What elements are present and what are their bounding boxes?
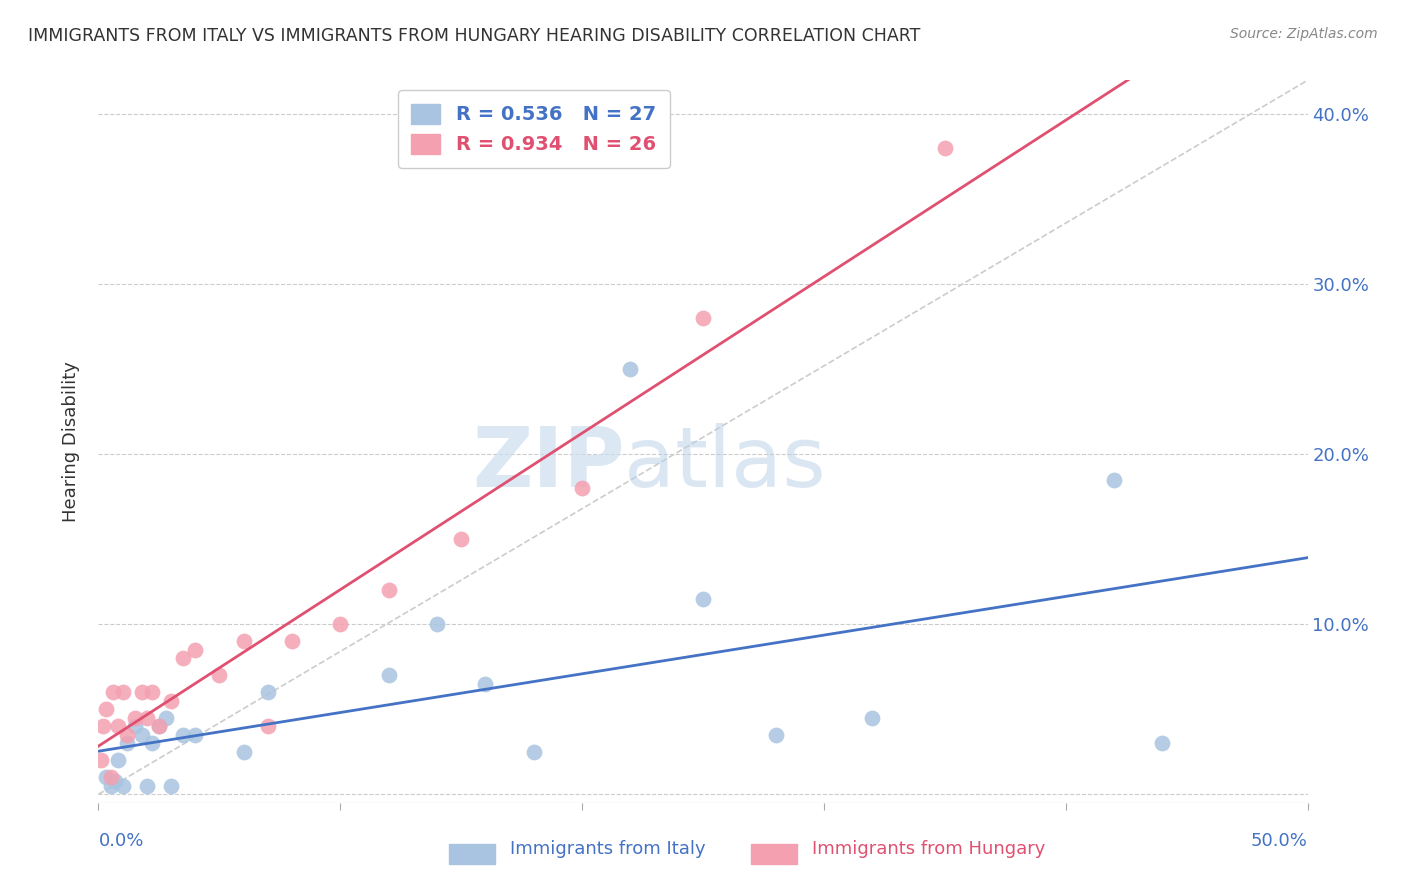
Text: IMMIGRANTS FROM ITALY VS IMMIGRANTS FROM HUNGARY HEARING DISABILITY CORRELATION : IMMIGRANTS FROM ITALY VS IMMIGRANTS FROM… — [28, 27, 921, 45]
Point — [111, 685, 134, 699]
Point — [117, 736, 139, 750]
Point — [135, 711, 157, 725]
Point — [135, 779, 157, 793]
Point — [160, 779, 183, 793]
Point — [100, 779, 122, 793]
Point — [90, 753, 112, 767]
Point — [172, 651, 194, 665]
Point — [256, 685, 278, 699]
Point — [124, 711, 146, 725]
Text: atlas: atlas — [624, 423, 827, 504]
Point — [232, 745, 254, 759]
Point — [256, 719, 278, 733]
Point — [148, 719, 170, 733]
Point — [111, 779, 134, 793]
Point — [571, 481, 593, 495]
Point — [377, 668, 399, 682]
Point — [523, 745, 546, 759]
Point — [100, 770, 122, 784]
Text: Immigrants from Hungary: Immigrants from Hungary — [811, 840, 1045, 858]
Text: 0.0%: 0.0% — [98, 832, 143, 850]
Point — [101, 685, 124, 699]
Point — [124, 719, 146, 733]
Text: Source: ZipAtlas.com: Source: ZipAtlas.com — [1230, 27, 1378, 41]
Point — [172, 728, 194, 742]
Point — [860, 711, 883, 725]
Point — [281, 634, 304, 648]
Point — [91, 719, 114, 733]
Point — [184, 642, 207, 657]
Text: ZIP: ZIP — [472, 423, 624, 504]
Point — [107, 719, 129, 733]
Point — [107, 753, 129, 767]
Point — [765, 728, 787, 742]
Point — [377, 583, 399, 598]
Point — [117, 728, 139, 742]
Y-axis label: Hearing Disability: Hearing Disability — [62, 361, 80, 522]
Point — [1102, 473, 1125, 487]
Point — [131, 685, 153, 699]
Text: Immigrants from Italy: Immigrants from Italy — [509, 840, 706, 858]
Point — [94, 770, 117, 784]
Point — [160, 694, 183, 708]
Point — [94, 702, 117, 716]
Legend: R = 0.536   N = 27, R = 0.934   N = 26: R = 0.536 N = 27, R = 0.934 N = 26 — [398, 90, 669, 168]
Point — [208, 668, 231, 682]
Point — [232, 634, 254, 648]
Point — [1152, 736, 1174, 750]
Point — [155, 711, 177, 725]
Point — [131, 728, 153, 742]
Point — [426, 617, 449, 632]
Point — [141, 685, 163, 699]
Point — [934, 141, 956, 155]
FancyBboxPatch shape — [751, 844, 797, 864]
Point — [104, 773, 127, 788]
Point — [329, 617, 352, 632]
Point — [141, 736, 163, 750]
Text: 50.0%: 50.0% — [1251, 832, 1308, 850]
Point — [692, 591, 714, 606]
Point — [184, 728, 207, 742]
Point — [619, 362, 641, 376]
Point — [148, 719, 170, 733]
FancyBboxPatch shape — [449, 844, 495, 864]
Point — [450, 533, 472, 547]
Point — [474, 677, 496, 691]
Point — [692, 311, 714, 326]
